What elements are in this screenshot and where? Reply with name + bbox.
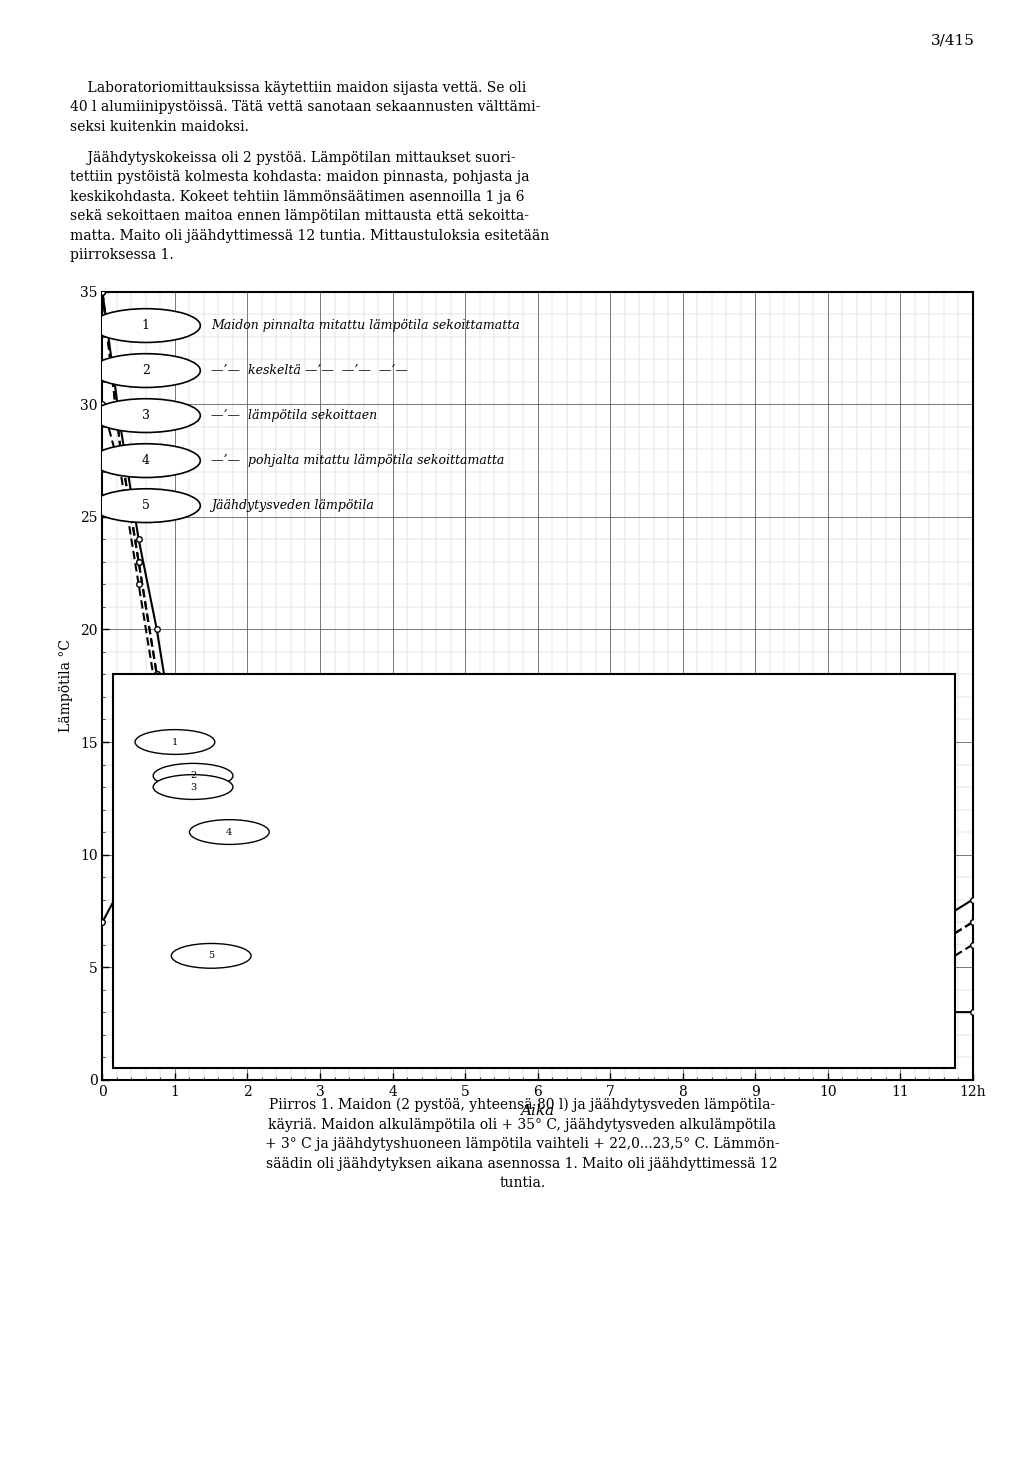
Text: Jäähdytysveden lämpötila: Jäähdytysveden lämpötila — [211, 499, 374, 512]
Circle shape — [135, 730, 215, 754]
Text: 5: 5 — [142, 499, 150, 512]
Text: Maidon pinnalta mitattu lämpötila sekoittamatta: Maidon pinnalta mitattu lämpötila sekoit… — [211, 320, 520, 333]
X-axis label: Aika: Aika — [520, 1104, 555, 1118]
Text: 3/415: 3/415 — [931, 34, 975, 48]
Circle shape — [91, 353, 201, 388]
Text: 4: 4 — [142, 454, 150, 467]
Text: 5: 5 — [208, 951, 214, 960]
FancyBboxPatch shape — [114, 674, 954, 1068]
Text: Jäähdytyskokeissa oli 2 pystöä. Lämpötilan mittaukset suori-
tettiin pystöistä k: Jäähdytyskokeissa oli 2 pystöä. Lämpötil… — [70, 150, 549, 263]
Circle shape — [91, 309, 201, 343]
Text: —’—  keskeltä —’—  —’—  —’—: —’— keskeltä —’— —’— —’— — [211, 365, 409, 376]
Text: 1: 1 — [142, 320, 150, 333]
Y-axis label: Lämpötila °C: Lämpötila °C — [59, 639, 73, 732]
Text: —’—  pohjalta mitattu lämpötila sekoittamatta: —’— pohjalta mitattu lämpötila sekoittam… — [211, 454, 505, 467]
Circle shape — [171, 944, 251, 969]
Text: Piirros 1. Maidon (2 pystöä, yhteensä 80 l) ja jäähdytysveden lämpötila-
käyriä.: Piirros 1. Maidon (2 pystöä, yhteensä 80… — [265, 1097, 779, 1191]
Circle shape — [91, 444, 201, 477]
Circle shape — [154, 775, 233, 800]
Text: Laboratoriomittauksissa käytettiin maidon sijasta vettä. Se oli
40 l alumiinipys: Laboratoriomittauksissa käytettiin maido… — [70, 80, 541, 134]
Text: 3: 3 — [189, 782, 197, 792]
Circle shape — [189, 820, 269, 845]
Text: 1: 1 — [172, 737, 178, 747]
Text: 4: 4 — [226, 827, 232, 836]
Text: —’—  lämpötila sekoittaen: —’— lämpötila sekoittaen — [211, 409, 377, 422]
Text: 2: 2 — [189, 772, 197, 781]
Text: 3: 3 — [142, 409, 150, 422]
Text: 2: 2 — [142, 365, 150, 376]
Circle shape — [91, 489, 201, 522]
Circle shape — [154, 763, 233, 788]
Circle shape — [91, 398, 201, 432]
